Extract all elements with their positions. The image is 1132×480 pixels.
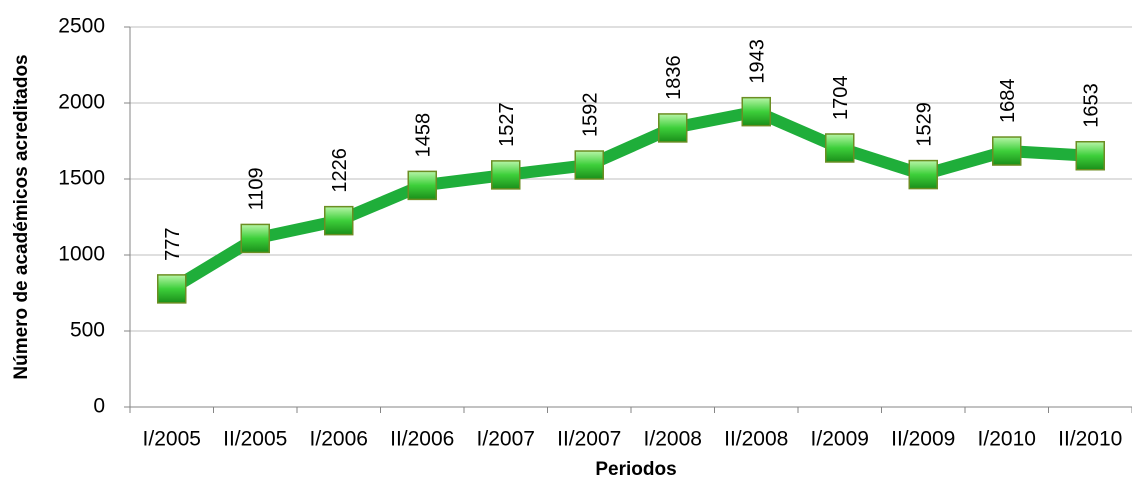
data-label: 1529 <box>914 102 936 147</box>
x-tick-label: I/2006 <box>310 428 368 451</box>
y-tick-label: 2500 <box>58 15 105 38</box>
x-tick-label: I/2008 <box>644 428 702 451</box>
data-label: 1836 <box>663 55 685 100</box>
y-tick-label: 1000 <box>58 243 105 266</box>
line <box>168 105 1091 295</box>
data-label: 1527 <box>496 102 518 147</box>
x-tick-label: II/2007 <box>557 428 621 451</box>
data-label: 777 <box>162 228 184 261</box>
x-tick-label: II/2006 <box>390 428 454 451</box>
y-tick-label: 500 <box>70 319 105 342</box>
y-tick-label: 1500 <box>58 167 105 190</box>
y-tick-label: 2000 <box>58 91 105 114</box>
marker <box>658 113 688 143</box>
x-tick-label: I/2009 <box>811 428 869 451</box>
marker <box>741 96 771 127</box>
data-label: 1109 <box>246 167 268 210</box>
marker <box>324 205 354 236</box>
marker <box>240 223 270 254</box>
data-label: 1684 <box>997 79 1019 124</box>
marker <box>574 150 604 180</box>
data-label: 1226 <box>329 148 351 193</box>
x-tick-label: II/2008 <box>724 428 788 451</box>
marker <box>992 136 1022 166</box>
y-tick-label: 0 <box>93 395 105 418</box>
x-tick-label: I/2007 <box>477 428 535 451</box>
data-label: 1592 <box>580 93 602 138</box>
data-label: 1458 <box>413 113 435 158</box>
x-tick-label: I/2010 <box>978 428 1036 451</box>
x-tick-label: II/2009 <box>891 428 955 451</box>
marker <box>407 170 437 201</box>
x-axis-title: Periodos <box>595 459 676 480</box>
x-tick-label: I/2005 <box>143 428 201 451</box>
marker <box>908 159 938 190</box>
x-tick-label: II/2010 <box>1058 428 1122 451</box>
marker <box>1075 140 1105 171</box>
data-label: 1943 <box>747 39 769 84</box>
y-axis-title: Número de académicos acreditados <box>11 54 32 379</box>
marker <box>491 160 521 190</box>
marker <box>825 133 855 163</box>
data-label: 1653 <box>1081 83 1103 128</box>
marker <box>157 274 187 304</box>
x-tick-label: II/2005 <box>223 428 287 451</box>
data-label: 1704 <box>830 75 852 120</box>
